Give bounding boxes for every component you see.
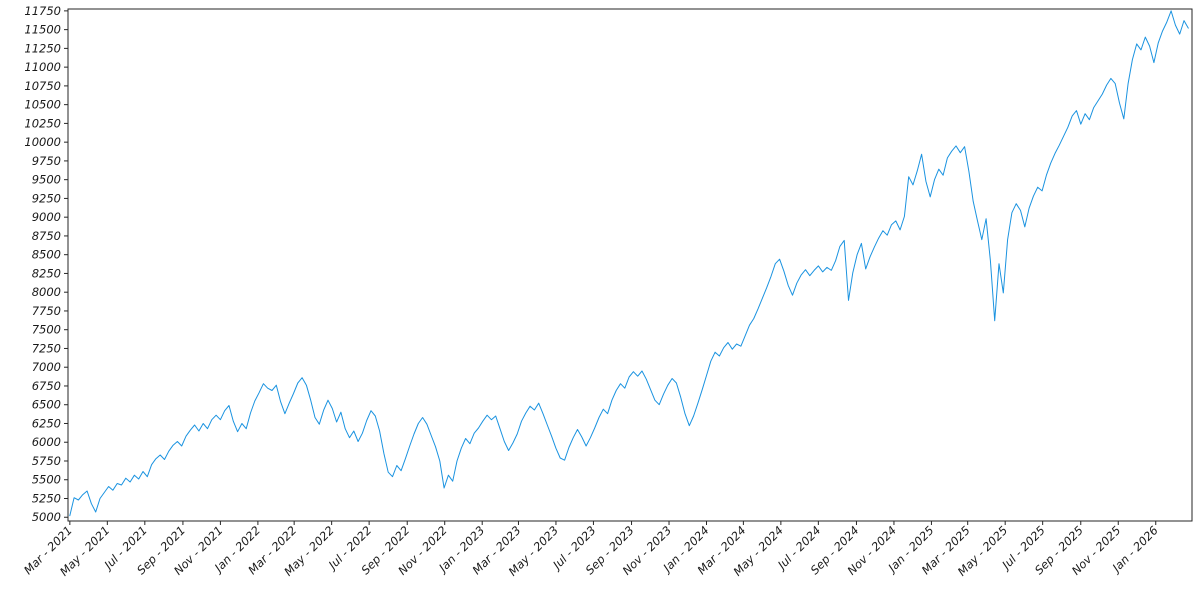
y-tick-label: 10750 [24,79,61,93]
y-tick-label: 5250 [32,491,61,505]
y-tick-label: 7750 [32,304,61,318]
y-tick-label: 6250 [32,416,61,430]
y-tick-label: 9750 [32,154,61,168]
y-tick-label: 9250 [32,191,61,205]
y-tick-label: 5000 [32,510,61,524]
y-tick-label: 6000 [32,435,61,449]
y-tick-label: 8250 [32,266,61,280]
y-tick-label: 8500 [32,248,61,262]
y-tick-label: 11500 [24,23,61,37]
y-tick-label: 7500 [32,323,61,337]
y-tick-label: 11000 [24,60,61,74]
y-tick-label: 5750 [32,454,61,468]
y-tick-label: 9000 [32,210,61,224]
y-tick-label: 9500 [32,173,61,187]
plot-area-border [67,8,1193,522]
y-tick-label: 7000 [32,360,61,374]
y-tick-label: 6500 [32,398,61,412]
y-tick-label: 10500 [24,98,61,112]
y-tick-label: 5500 [32,473,61,487]
y-tick-label: 7250 [32,341,61,355]
y-tick-label: 11250 [24,41,61,55]
y-tick-label: 11750 [24,4,61,18]
y-tick-label: 10000 [24,135,61,149]
price-line [69,10,1189,517]
y-tick-label: 6750 [32,379,61,393]
y-tick-label: 10250 [24,116,61,130]
y-tick-label: 8750 [32,229,61,243]
y-tick-label: 8000 [32,285,61,299]
